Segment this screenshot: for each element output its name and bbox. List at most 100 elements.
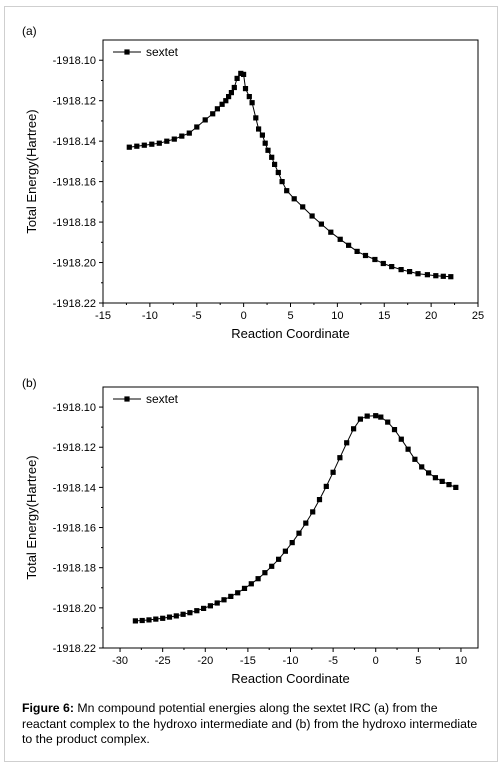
data-point — [256, 126, 262, 132]
y-tick-label: -1918.16 — [53, 177, 96, 189]
data-point — [328, 229, 334, 235]
data-point — [214, 600, 220, 606]
data-point — [153, 616, 159, 622]
legend-label: sextet — [146, 392, 179, 406]
y-tick-label: -1918.22 — [53, 643, 96, 655]
data-point — [398, 267, 404, 273]
data-point — [253, 115, 259, 121]
data-point — [180, 611, 186, 617]
data-point — [440, 273, 446, 279]
data-point — [194, 608, 200, 614]
data-point — [323, 483, 329, 489]
data-point — [362, 252, 369, 259]
data-point — [248, 581, 254, 587]
data-point — [255, 576, 261, 582]
chart-panel-b: (b) -30 -25 -20 -15 -10 -5 0 5 10 -1918.10 -1918.12… — [22, 376, 479, 686]
series-line-sextet — [129, 72, 451, 278]
data-point — [262, 140, 268, 146]
x-tick-label: 15 — [378, 310, 390, 322]
y-tick-label: -1918.16 — [53, 523, 96, 535]
figure-caption: Figure 6: Mn compound potential energies… — [22, 701, 484, 748]
data-point — [207, 603, 213, 609]
data-point — [385, 419, 391, 425]
figure-frame — [4, 6, 498, 762]
data-point — [141, 142, 147, 148]
data-point — [296, 530, 302, 536]
data-point — [391, 427, 398, 433]
data-point — [132, 618, 138, 624]
x-axis-label: Reaction Coordinate — [231, 671, 350, 686]
data-point — [318, 221, 324, 227]
data-point — [202, 117, 208, 123]
data-point — [424, 272, 430, 278]
data-point — [446, 482, 452, 488]
data-point — [337, 236, 343, 242]
data-point — [265, 147, 271, 153]
plot-frame — [102, 39, 479, 304]
data-point — [398, 436, 404, 442]
x-tick-label: 5 — [287, 310, 293, 322]
data-point — [171, 136, 177, 142]
x-tick-label: 0 — [241, 310, 247, 322]
data-point — [330, 469, 336, 475]
x-tick-label: 0 — [373, 655, 379, 667]
data-point — [289, 540, 295, 546]
data-point — [241, 71, 247, 77]
data-point — [269, 154, 275, 160]
legend-marker — [124, 396, 130, 402]
data-point — [249, 100, 255, 106]
data-point — [226, 94, 232, 100]
data-point — [337, 455, 343, 461]
x-tick-label: 25 — [472, 310, 484, 322]
data-point — [134, 143, 140, 149]
data-point — [448, 274, 454, 280]
y-tick-label: -1918.12 — [53, 442, 96, 454]
data-point — [221, 597, 227, 603]
data-point — [246, 94, 252, 100]
data-point — [166, 614, 173, 620]
x-tick-label: -10 — [142, 310, 158, 322]
data-point — [282, 548, 288, 554]
data-point — [276, 556, 282, 562]
data-point — [303, 520, 309, 526]
data-point — [234, 75, 240, 81]
figure-caption-text: Mn compound potential energies along the… — [22, 701, 478, 746]
legend-label: sextet — [146, 45, 179, 59]
data-point — [453, 484, 459, 490]
x-tick-label: -20 — [197, 655, 213, 667]
data-point — [291, 196, 297, 202]
y-tick-label: -1918.20 — [53, 603, 96, 615]
x-tick-label: 20 — [425, 310, 437, 322]
x-tick-label: -5 — [328, 655, 338, 667]
data-point — [194, 124, 200, 130]
data-point — [269, 563, 275, 569]
series-line-sextet — [135, 415, 456, 622]
y-tick-label: -1918.20 — [53, 258, 96, 270]
y-tick-label: -1918.14 — [53, 136, 96, 148]
data-point — [126, 144, 132, 150]
data-point — [354, 248, 360, 254]
data-point — [300, 204, 306, 210]
data-point — [242, 86, 249, 92]
data-point — [146, 617, 152, 623]
data-point — [419, 464, 425, 470]
data-point — [357, 416, 363, 422]
data-point — [186, 130, 192, 136]
data-point — [179, 133, 185, 139]
y-axis-label: Total Energy(Hartree) — [24, 109, 39, 233]
data-point — [310, 509, 316, 515]
x-tick-label: 10 — [455, 655, 467, 667]
y-axis-label: Total Energy(Hartree) — [24, 455, 39, 579]
data-point — [238, 70, 244, 76]
data-point — [405, 446, 411, 452]
y-tick-label: -1918.22 — [53, 298, 96, 310]
plot-frame — [102, 386, 479, 649]
data-point — [284, 188, 290, 194]
data-point — [241, 585, 248, 591]
data-point — [309, 213, 315, 219]
panel-label: (b) — [22, 376, 37, 390]
figure-caption-label: Figure 6: — [22, 701, 74, 715]
x-tick-label: -10 — [283, 655, 299, 667]
y-tick-label: -1918.10 — [53, 402, 96, 414]
data-point — [187, 610, 193, 616]
